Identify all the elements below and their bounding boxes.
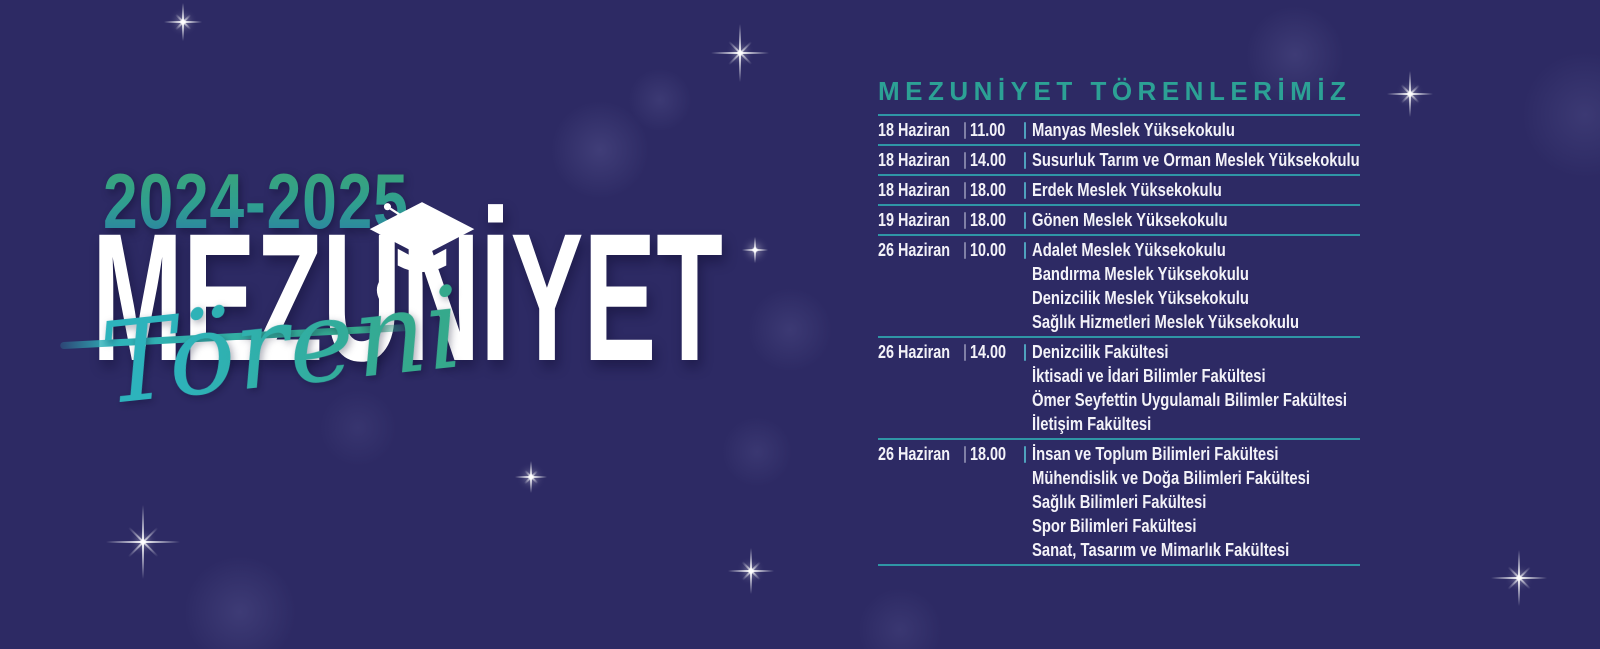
row-date: 26 Haziran [878,444,951,464]
schedule-row: 18 Haziran 11.00 Manyas Meslek Yüksekoku… [878,116,1360,146]
row-time: 14.00 [970,150,1007,170]
schedule-rows: 18 Haziran 11.00 Manyas Meslek Yüksekoku… [878,116,1360,566]
row-venues: İnsan ve Toplum Bilimleri Fakültesi Mühen… [1032,442,1379,562]
venue-line: Manyas Meslek Yüksekokulu [1032,119,1235,140]
date-time-separator [964,242,966,259]
row-date: 18 Haziran [878,120,951,140]
sparkle-icon [106,505,180,579]
venue-line: Denizcilik Meslek Yüksekokulu [1032,287,1249,308]
venue-line: Sağlık Bilimleri Fakültesi [1032,491,1207,512]
venue-line: Gönen Meslek Yüksekokulu [1032,209,1228,230]
venue-line: Erdek Meslek Yüksekokulu [1032,179,1222,200]
venue-line: Denizcilik Fakültesi [1032,341,1169,362]
venue-line: Mühendislik ve Doğa Bilimleri Fakültesi [1032,467,1310,488]
time-venue-separator [1024,152,1026,169]
venue-line: Sanat, Tasarım ve Mimarlık Fakültesi [1032,539,1290,560]
row-time: 18.00 [970,180,1007,200]
schedule-row: 26 Haziran 10.00 Adalet Meslek Yüksekoku… [878,236,1360,338]
row-time: 11.00 [970,120,1006,140]
sparkle-icon [515,461,547,493]
venue-line: Ömer Seyfettin Uygulamalı Bilimler Fakül… [1032,389,1348,410]
row-time: 10.00 [970,240,1007,260]
schedule-panel: MEZUNİYET TÖRENLERİMİZ 18 Haziran 11.00 … [878,76,1360,566]
sparkle-icon [164,3,202,41]
venue-line: İnsan ve Toplum Bilimleri Fakültesi [1032,443,1279,464]
schedule-row: 19 Haziran 18.00 Gönen Meslek Yüksekokul… [878,206,1360,236]
venue-line: Spor Bilimleri Fakültesi [1032,515,1197,536]
schedule-row: 26 Haziran 18.00 İnsan ve Toplum Bilimle… [878,440,1360,566]
date-time-separator [964,152,966,169]
sparkle-icon [1491,550,1547,606]
time-venue-separator [1024,122,1026,139]
sparkle-icon [742,237,768,263]
venue-line: İktisadi ve İdari Bilimler Fakültesi [1032,365,1266,386]
date-time-separator [964,212,966,229]
date-time-separator [964,122,966,139]
graduation-cap-icon [369,202,475,301]
row-venues: Erdek Meslek Yüksekokulu [1032,178,1360,202]
venue-line: Bandırma Meslek Yüksekokulu [1032,263,1249,284]
date-time-separator [964,344,966,361]
row-time: 14.00 [970,342,1007,362]
venue-line: İletişim Fakültesi [1032,413,1152,434]
time-venue-separator [1024,344,1026,361]
schedule-heading: MEZUNİYET TÖRENLERİMİZ [878,76,1360,116]
row-date: 26 Haziran [878,240,951,260]
sparkle-icon [711,24,769,82]
time-venue-separator [1024,212,1026,229]
row-date: 18 Haziran [878,150,951,170]
row-date: 19 Haziran [878,210,951,230]
schedule-row: 18 Haziran 14.00 Susurluk Tarım ve Orman… [878,146,1360,176]
schedule-row: 26 Haziran 14.00 Denizcilik Fakültesi İkt… [878,338,1360,440]
row-time: 18.00 [970,210,1007,230]
time-venue-separator [1024,182,1026,199]
row-venues: Manyas Meslek Yüksekokulu [1032,118,1360,142]
venue-line: Adalet Meslek Yüksekokulu [1032,239,1226,260]
row-venues: Susurluk Tarım ve Orman Meslek Yüksekoku… [1032,148,1442,172]
row-time: 18.00 [970,444,1007,464]
time-venue-separator [1024,242,1026,259]
row-venues: Denizcilik Fakültesi İktisadi ve İdari Bi… [1032,340,1426,436]
row-date: 26 Haziran [878,342,951,362]
row-venues: Gönen Meslek Yüksekokulu [1032,208,1360,232]
sparkle-icon [1387,71,1433,117]
date-time-separator [964,182,966,199]
venue-line: Susurluk Tarım ve Orman Meslek Yüksekoku… [1032,149,1360,170]
row-date: 18 Haziran [878,180,951,200]
schedule-row: 18 Haziran 18.00 Erdek Meslek Yüksekokul… [878,176,1360,206]
time-venue-separator [1024,446,1026,463]
title-season: 2024-2025 [103,157,409,245]
row-venues: Adalet Meslek Yüksekokulu Bandırma Meslek… [1032,238,1366,334]
date-time-separator [964,446,966,463]
venue-line: Sağlık Hizmetleri Meslek Yüksekokulu [1032,311,1300,332]
sparkle-icon [728,548,774,594]
